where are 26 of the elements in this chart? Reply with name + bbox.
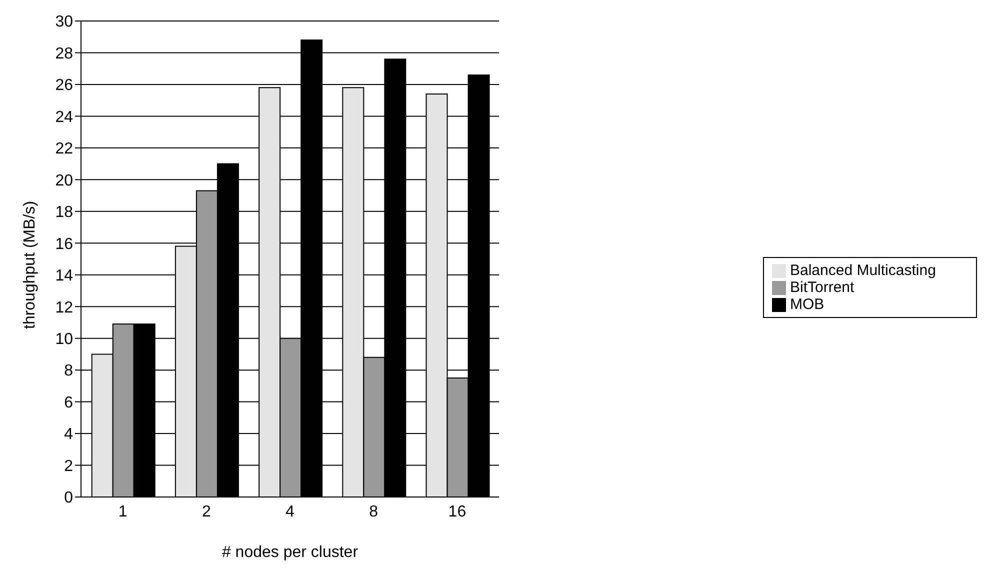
y-tick-label: 6 [64, 394, 74, 412]
x-tick-label: 4 [286, 503, 295, 520]
y-tick-label: 10 [55, 331, 74, 348]
y-tick-label: 30 [55, 14, 74, 31]
y-tick-label: 12 [55, 299, 74, 316]
y-tick-label: 22 [55, 140, 74, 158]
y-tick-label: 26 [55, 77, 74, 94]
x-tick-label: 1 [118, 503, 128, 520]
y-tick-label: 16 [55, 236, 74, 253]
y-tick-label: 20 [55, 172, 74, 190]
y-tick-label: 28 [55, 45, 74, 62]
y-tick-label: 18 [55, 204, 74, 222]
y-tick-label: 2 [64, 458, 74, 475]
y-axis-title: throughput (MB/s) [22, 200, 39, 329]
x-tick-label: 16 [448, 503, 466, 520]
y-tick-label: 0 [64, 490, 74, 507]
y-tick-label: 14 [55, 268, 74, 285]
legend-label: BitTorrent [790, 278, 854, 296]
legend-label: Balanced Multicasting [790, 262, 936, 278]
y-tick-label: 8 [64, 362, 74, 380]
x-tick-label: 2 [202, 503, 211, 520]
legend-label: MOB [790, 296, 824, 312]
y-tick-label: 4 [64, 426, 74, 444]
x-tick-label: 8 [369, 503, 378, 520]
y-tick-label: 24 [55, 108, 74, 126]
x-axis-title: # nodes per cluster [222, 544, 359, 561]
